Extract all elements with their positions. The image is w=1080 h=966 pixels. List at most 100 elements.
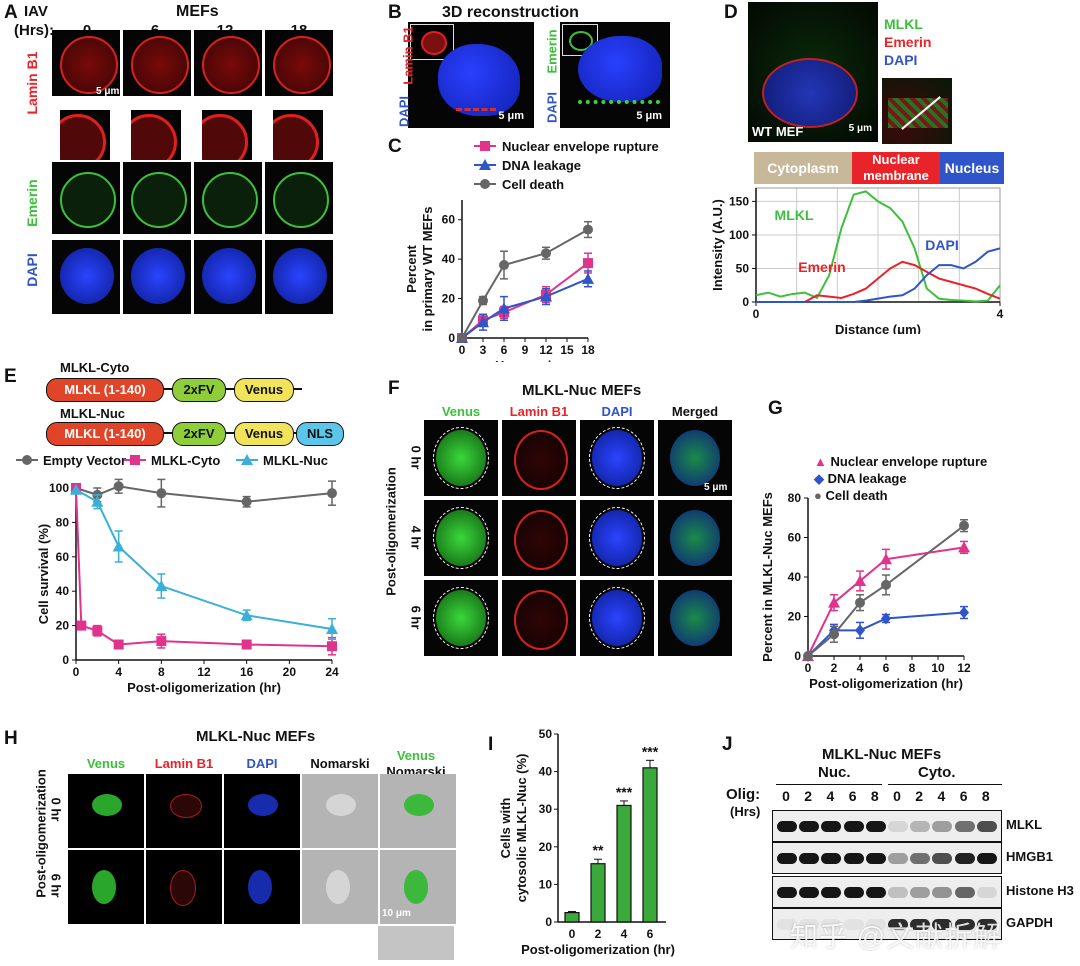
legend-label: Empty Vector <box>43 453 126 468</box>
cell-shape <box>670 590 720 646</box>
lane-label: 2 <box>915 788 924 804</box>
wt-mef-image: WT MEF 5 μm <box>748 2 878 142</box>
data-point <box>582 272 594 284</box>
cell-shape <box>170 870 196 906</box>
nucleus-shape <box>202 36 260 94</box>
panel-h-title: MLKL-Nuc MEFs <box>196 728 316 745</box>
chart-g: 0 2 4 6 8 10 12 0 20 40 60 80 Post-oligomerization (… <box>760 491 971 691</box>
y-tick-label: 40 <box>539 765 553 779</box>
data-point <box>91 495 104 507</box>
series-dna-leakage <box>456 270 594 343</box>
series-label: MLKL <box>775 207 814 223</box>
blot-band <box>888 919 908 930</box>
data-point <box>803 651 813 661</box>
blot-band <box>888 887 908 898</box>
data-point <box>881 579 891 590</box>
data-point <box>829 629 839 640</box>
panel-label-h: H <box>4 728 18 749</box>
x-tick-label: 15 <box>560 343 574 357</box>
chart-d: 0 4 0 50 100 150 Distance (μm) Intensity (A.U.)… <box>710 187 1004 334</box>
x-tick-label: 4 <box>997 307 1004 321</box>
legend-marker: ▲ <box>814 454 831 469</box>
micrograph-cell <box>273 110 323 160</box>
blot-band <box>799 919 820 930</box>
nucleus-shape <box>131 36 189 94</box>
data-point <box>241 639 252 650</box>
legend-entry: Empty Vector <box>16 453 126 468</box>
blot-band <box>865 821 886 832</box>
row-label-lamin-b1: Lamin B1 <box>24 51 40 115</box>
x-tick-label: 9 <box>522 343 529 357</box>
panel-j-title: MLKL-Nuc MEFs <box>822 746 942 763</box>
data-point <box>155 580 168 592</box>
cell-shape <box>433 587 489 649</box>
micrograph-cell <box>52 162 120 234</box>
protein-label: HMGB1 <box>1006 849 1053 864</box>
y-tick-label: 60 <box>56 550 70 564</box>
x-tick-label: 4 <box>857 661 864 675</box>
column-label: Venus <box>441 404 481 419</box>
y-tick-label: 0 <box>448 331 455 345</box>
data-point <box>959 520 969 531</box>
micrograph-cell <box>123 30 191 96</box>
blot-band <box>888 821 908 832</box>
micrograph-cell <box>380 850 456 924</box>
zoom-shape <box>131 114 177 160</box>
x-tick-label: 0 <box>569 927 576 941</box>
data-point <box>959 606 969 619</box>
data-point <box>156 636 167 647</box>
blot-band <box>932 821 953 832</box>
blot-band <box>910 887 931 898</box>
legend-label: Cell death <box>825 488 888 503</box>
data-point <box>499 260 509 271</box>
nucleus-shape <box>60 172 116 228</box>
lane-label: 6 <box>959 788 968 804</box>
column-label: Venus <box>86 756 126 771</box>
cell-shape <box>92 794 122 816</box>
y-tick-label: 60 <box>788 531 802 545</box>
data-point <box>76 620 87 631</box>
mlkl-domain-box: MLKL (1-140) <box>46 422 164 446</box>
y-tick-label: 80 <box>56 515 70 529</box>
blot-band <box>888 853 908 864</box>
x-axis-label: Post-oligomerization (hr) <box>127 680 281 695</box>
data-point <box>156 488 167 499</box>
legend-emerin: Emerin <box>884 34 932 50</box>
micrograph-cell <box>52 30 120 96</box>
lane-label: 0 <box>782 788 790 804</box>
blot-band <box>976 887 997 898</box>
data-point <box>240 609 253 621</box>
x-tick-label: 6 <box>883 661 890 675</box>
y-tick-label: 60 <box>442 213 456 227</box>
micrograph-cell <box>580 580 654 656</box>
chart-i: 0 10 20 30 40 50 0 2 ** 4 *** 6 *** Post-oligomerizat… <box>498 727 675 957</box>
panel-label-j: J <box>722 734 733 755</box>
x-axis-label: Hours p.i. <box>495 358 555 362</box>
y-tick-label: 100 <box>729 228 749 242</box>
x-tick-label: 18 <box>581 343 595 357</box>
legend-entry: ▲ Nuclear envelope rupture <box>814 454 987 469</box>
micrograph-cell <box>580 500 654 576</box>
y-tick-label: 20 <box>539 840 553 854</box>
column-label: Lamin B1 <box>154 756 214 771</box>
micrograph-cell <box>123 240 191 314</box>
data-point <box>880 553 892 565</box>
nucleus-shape <box>273 36 331 94</box>
micrograph-cell <box>60 110 110 160</box>
y-axis-label: Cells with <box>498 798 513 859</box>
blot-band <box>821 887 842 898</box>
series-mlkl <box>755 190 1001 303</box>
2xfv-domain-box: 2xFV <box>172 422 226 446</box>
data-point <box>854 574 866 586</box>
blot-band <box>865 887 886 898</box>
legend-entry: ◆ DNA leakage <box>814 471 907 487</box>
nucleus-shape <box>60 36 118 94</box>
y-tick-label: 0 <box>62 653 69 667</box>
series-line <box>461 277 589 339</box>
side-label: Post-oligomerization <box>383 467 399 596</box>
panel-label-d: D <box>724 2 738 23</box>
micrograph-cell <box>502 420 576 496</box>
data-point <box>70 483 82 495</box>
micrograph-cell <box>265 240 333 314</box>
